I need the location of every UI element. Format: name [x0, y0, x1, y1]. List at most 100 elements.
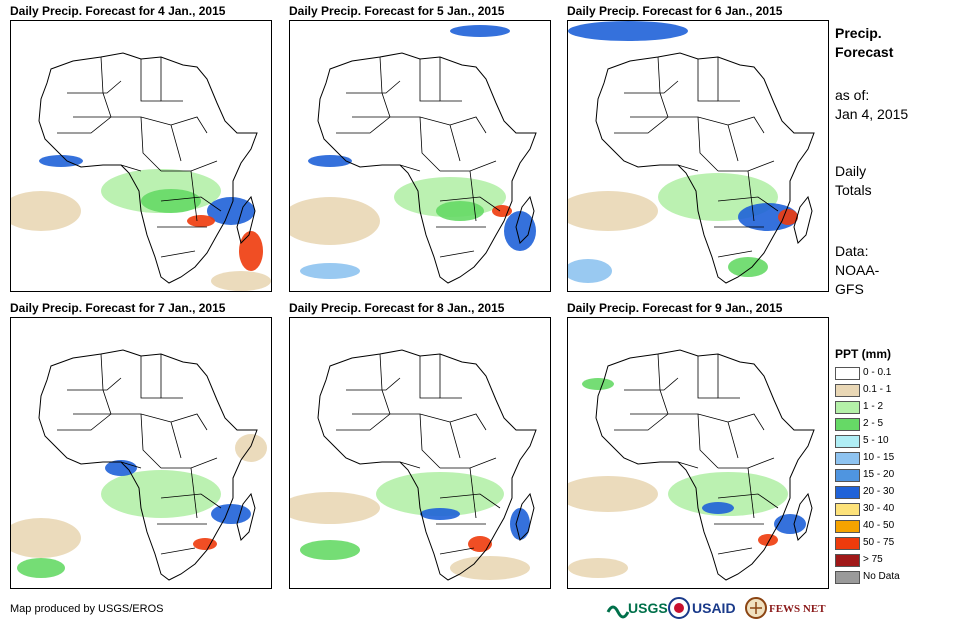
- country-border: [170, 124, 182, 162]
- country-border: [439, 547, 475, 555]
- country-border: [67, 80, 122, 94]
- country-border: [140, 413, 162, 469]
- fews-net-logo-text: FEWS NET: [769, 603, 826, 615]
- country-border: [727, 421, 739, 459]
- precip-area: [290, 492, 380, 524]
- country-border: [419, 59, 440, 102]
- legend-label: > 75: [863, 554, 883, 565]
- country-border: [100, 56, 112, 118]
- precip-area: [300, 540, 360, 560]
- country-border: [469, 467, 477, 519]
- usaid-logo: USAID: [668, 597, 736, 619]
- precip-map: [567, 317, 829, 589]
- madagascar-coastline: [236, 492, 256, 541]
- data-line-1: Data:: [835, 243, 869, 259]
- country-border: [379, 56, 391, 118]
- country-border: [120, 164, 142, 172]
- country-border: [346, 80, 401, 94]
- country-border: [399, 164, 421, 172]
- africa-coastline: [317, 52, 537, 284]
- totals-note: Daily Totals: [835, 162, 872, 200]
- precip-area: [436, 201, 484, 221]
- precip-area: [308, 155, 352, 167]
- precip-area: [568, 558, 628, 578]
- legend-swatch: [835, 469, 860, 482]
- totals-line-1: Daily: [835, 163, 867, 179]
- title-line-2: Forecast: [835, 44, 894, 60]
- precip-area: [207, 197, 255, 225]
- precip-area: [187, 215, 215, 227]
- country-border: [160, 547, 196, 555]
- totals-line-2: Totals: [835, 182, 872, 198]
- precip-area: [568, 191, 658, 231]
- country-border: [727, 116, 765, 134]
- legend-label: No Data: [863, 571, 900, 582]
- precip-area: [568, 21, 688, 41]
- map-credit: Map produced by USGS/EROS: [10, 603, 164, 615]
- country-border: [727, 413, 765, 431]
- country-border: [697, 356, 718, 399]
- panel-title: Daily Precip. Forecast for 6 Jan., 2015: [567, 4, 783, 18]
- asof-label: as of:: [835, 87, 870, 103]
- country-border: [419, 356, 440, 399]
- country-border: [439, 493, 501, 509]
- legend-label: 15 - 20: [863, 469, 895, 480]
- data-source: Data: NOAA- GFS: [835, 242, 879, 299]
- country-border: [190, 467, 198, 519]
- country-border: [336, 413, 391, 431]
- panel-title: Daily Precip. Forecast for 8 Jan., 2015: [289, 301, 505, 315]
- country-border: [717, 493, 779, 509]
- country-border: [160, 250, 196, 258]
- country-border: [170, 413, 208, 431]
- precip-map: [567, 20, 829, 292]
- precip-area: [450, 556, 530, 580]
- country-border: [67, 377, 122, 391]
- country-border: [440, 457, 497, 469]
- country-border: [624, 377, 679, 391]
- africa-coastline: [317, 349, 537, 581]
- country-border: [747, 170, 755, 222]
- data-line-3: GFS: [835, 281, 864, 297]
- africa-coastline: [38, 52, 258, 284]
- country-border: [439, 57, 462, 102]
- legend-swatch: [835, 384, 860, 397]
- country-border: [120, 461, 142, 469]
- country-border: [439, 354, 462, 399]
- legend-swatch: [835, 435, 860, 448]
- legend-title: PPT (mm): [835, 347, 892, 361]
- precip-map: [289, 317, 551, 589]
- precip-area: [568, 476, 658, 512]
- madagascar-coastline: [793, 195, 813, 244]
- madagascar-coastline: [515, 195, 535, 244]
- asof-date: Jan 4, 2015: [835, 106, 909, 122]
- precip-area: [778, 209, 798, 225]
- legend-label: 1 - 2: [863, 401, 884, 412]
- country-border: [170, 421, 182, 459]
- country-border: [346, 377, 401, 391]
- country-border: [160, 493, 222, 509]
- country-border: [440, 160, 497, 172]
- panel-title: Daily Precip. Forecast for 7 Jan., 2015: [10, 301, 226, 315]
- country-border: [419, 413, 441, 469]
- precip-area: [450, 25, 510, 37]
- precip-area: [468, 536, 492, 552]
- precip-area: [568, 259, 612, 283]
- legend-label: 0 - 0.1: [863, 367, 892, 378]
- country-border: [717, 547, 753, 555]
- country-border: [160, 196, 222, 212]
- country-border: [399, 461, 421, 469]
- country-border: [449, 124, 461, 162]
- precip-area: [290, 197, 380, 245]
- as-of-date: as of: Jan 4, 2015: [835, 86, 908, 124]
- country-border: [160, 354, 183, 399]
- country-border: [469, 170, 477, 222]
- legend-swatch: [835, 367, 860, 380]
- country-border: [170, 116, 208, 134]
- madagascar-coastline: [515, 492, 535, 541]
- country-border: [190, 170, 198, 222]
- usgs-logo-text: USGS: [628, 600, 668, 616]
- precip-area: [11, 191, 81, 231]
- precip-area: [141, 189, 201, 213]
- agency-logos: USGS USAID FEWS NET: [606, 594, 826, 622]
- country-border: [657, 353, 669, 415]
